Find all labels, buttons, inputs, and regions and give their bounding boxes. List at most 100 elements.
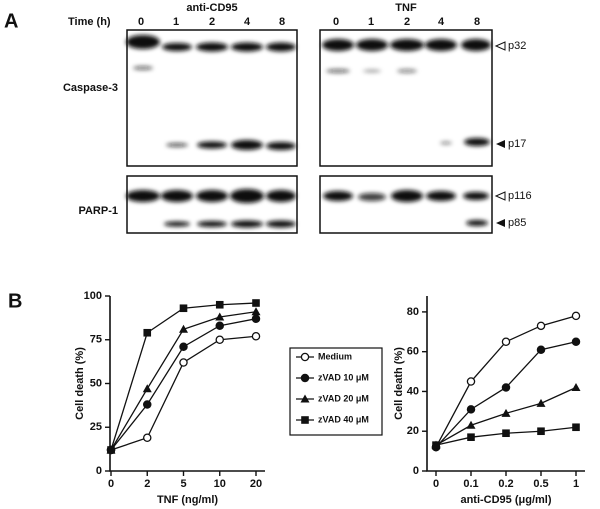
marker (215, 335, 224, 344)
marker (432, 441, 440, 449)
band-label: p17 (508, 138, 526, 150)
marker-arrow (496, 219, 505, 227)
marker (501, 337, 511, 346)
marker (572, 423, 580, 432)
axis (109, 296, 265, 472)
marker (501, 408, 511, 417)
marker (466, 420, 476, 429)
lane-label: 4 (438, 16, 445, 28)
marker (251, 331, 261, 341)
y-tick-label: 25 (90, 421, 102, 433)
x-tick-label: 0 (433, 478, 439, 490)
marker (215, 321, 224, 330)
x-axis-label: TNF (ng/ml) (157, 494, 218, 506)
x-tick-label: 0.1 (463, 478, 478, 490)
lane-label: 1 (368, 16, 374, 28)
y-tick-label: 50 (90, 377, 102, 389)
y-tick-label: 75 (90, 334, 102, 346)
band-markers (494, 41, 506, 227)
y-axis-label: Cell death (%) (74, 347, 86, 420)
marker (466, 377, 476, 386)
marker (571, 337, 581, 346)
y-tick-label: 80 (407, 306, 419, 318)
bands (126, 35, 491, 228)
panel-label: A (4, 10, 18, 32)
marker (143, 328, 152, 337)
lane-label: 2 (404, 16, 410, 28)
marker (142, 433, 152, 442)
lane-label: 2 (209, 16, 215, 28)
marker (467, 433, 475, 441)
marker (466, 405, 476, 414)
lane-label: 4 (244, 16, 251, 28)
x-tick-label: 5 (180, 478, 186, 490)
marker (142, 400, 152, 409)
marker (179, 324, 188, 333)
lane-label: 0 (333, 16, 339, 28)
marker (536, 345, 546, 354)
lane-label: 0 (138, 16, 144, 28)
marker (107, 446, 115, 454)
blot-frame (319, 175, 493, 234)
y-tick-label: 20 (407, 425, 419, 437)
y-axis-label: Cell death (%) (393, 347, 405, 420)
y-tick-label: 40 (407, 385, 419, 397)
band-label: p85 (508, 217, 526, 229)
y-tick-label: 0 (413, 465, 419, 477)
x-tick-label: 2 (144, 478, 150, 490)
x-tick-label: 10 (214, 478, 226, 490)
series-line (435, 315, 577, 448)
marker (502, 429, 510, 438)
marker (215, 312, 225, 321)
marker (179, 358, 188, 367)
blot-frame (319, 29, 493, 167)
legend-label: Medium (318, 351, 352, 361)
marker (571, 311, 581, 321)
series-line (110, 335, 257, 451)
marker (179, 304, 188, 313)
marker-arrow (496, 140, 505, 148)
row-label: Caspase-3 (63, 82, 118, 94)
marker (215, 300, 224, 309)
group-title: anti-CD95 (186, 2, 237, 14)
marker (179, 342, 188, 351)
marker (501, 383, 511, 392)
x-tick-label: 20 (250, 478, 262, 490)
marker (300, 394, 310, 403)
marker (251, 314, 261, 323)
x-tick-label: 0.5 (533, 478, 548, 490)
row-label: PARP-1 (78, 205, 118, 217)
marker (301, 416, 309, 424)
marker-arrow (494, 41, 506, 51)
marker (251, 307, 261, 316)
lane-label: 1 (173, 16, 179, 28)
band-label: p32 (508, 40, 526, 52)
legend-label: zVAD 20 μM (318, 393, 369, 403)
marker (571, 382, 581, 391)
panel-label: B (8, 290, 22, 312)
time-label: Time (h) (68, 16, 111, 28)
lane-label: 8 (279, 16, 285, 28)
marker-arrow (494, 191, 506, 201)
marker (300, 373, 310, 383)
legend-label: zVAD 10 μM (318, 372, 369, 382)
group-title: TNF (395, 2, 417, 14)
marker (536, 398, 546, 407)
marker (142, 384, 152, 393)
x-axis-label: anti-CD95 (μg/ml) (460, 494, 551, 506)
y-tick-label: 0 (96, 465, 102, 477)
marker (300, 352, 310, 362)
x-tick-label: 0 (108, 478, 114, 490)
marker (537, 427, 545, 436)
blots (126, 29, 493, 234)
y-tick-label: 60 (407, 346, 419, 358)
x-tick-label: 1 (573, 478, 579, 490)
marker (536, 321, 546, 331)
legend-label: zVAD 40 μM (318, 414, 369, 424)
lane-label: 8 (474, 16, 480, 28)
marker (252, 299, 260, 307)
band-label: p116 (508, 190, 532, 202)
x-tick-label: 0.2 (498, 478, 513, 490)
y-tick-label: 100 (84, 290, 102, 302)
